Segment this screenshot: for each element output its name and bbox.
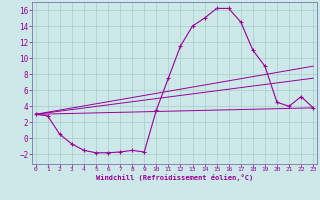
X-axis label: Windchill (Refroidissement éolien,°C): Windchill (Refroidissement éolien,°C)	[96, 174, 253, 181]
